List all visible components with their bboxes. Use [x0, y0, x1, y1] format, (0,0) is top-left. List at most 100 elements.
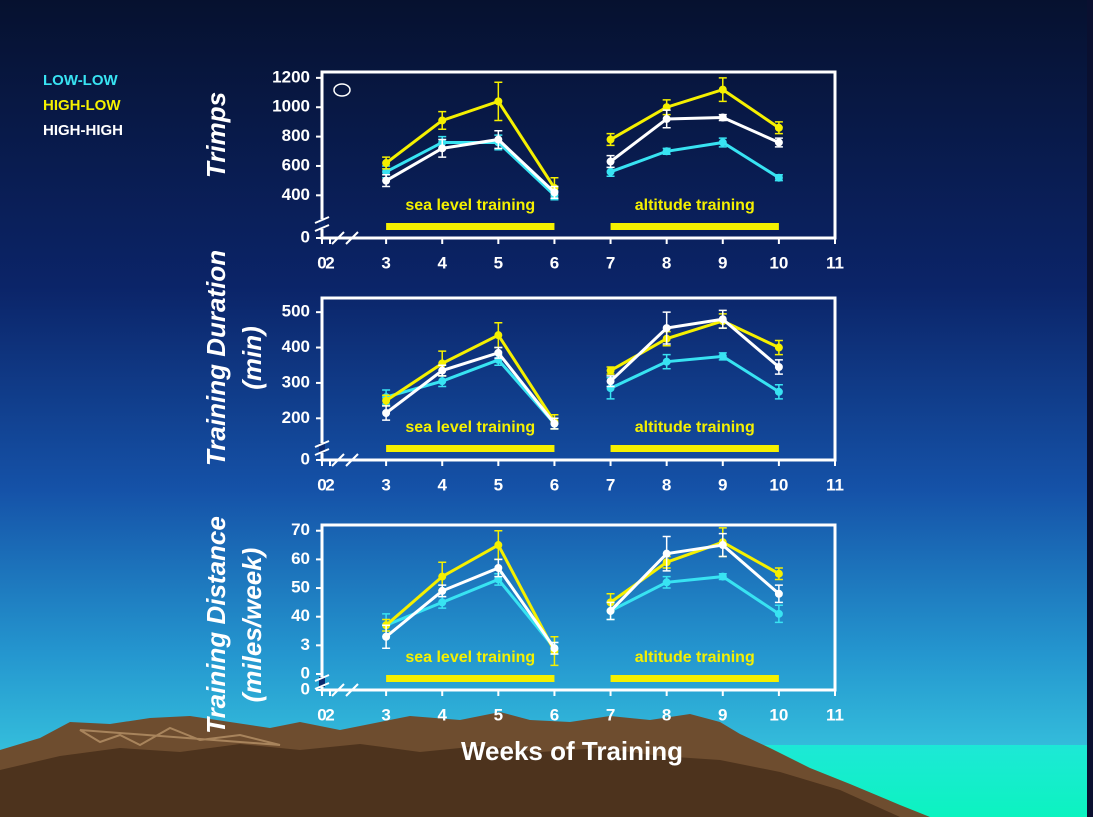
y-tick-label: 600 [282, 155, 310, 174]
annotation: sea level training [405, 419, 535, 436]
y-axis-label: Trimps [201, 92, 231, 178]
data-point [494, 135, 503, 144]
training-bar [386, 445, 555, 452]
x-tick-label: 2 [325, 475, 334, 494]
y-tick-label: 0 [301, 449, 310, 468]
axis-break [314, 216, 330, 224]
x-tick-label: 7 [606, 475, 615, 494]
training-bar [386, 223, 555, 230]
y-axis-label: (min) [237, 326, 267, 390]
x-tick-label: 0 [317, 705, 326, 724]
x-tick-label: 0 [317, 475, 326, 494]
data-point [438, 366, 447, 375]
data-point [718, 113, 727, 122]
axis-break [331, 683, 345, 697]
data-point [774, 387, 783, 396]
x-tick-label: 11 [826, 705, 844, 724]
x-tick-label: 11 [826, 253, 844, 272]
y-tick-label: 200 [282, 408, 310, 427]
x-tick-label: 8 [662, 705, 671, 724]
data-point [774, 569, 783, 578]
y-axis-label: Training Distance [201, 516, 231, 734]
axis-break [314, 448, 330, 456]
data-point [382, 396, 391, 405]
right-edge [1087, 0, 1093, 817]
data-point [438, 586, 447, 595]
data-point [718, 572, 727, 581]
data-point [606, 606, 615, 615]
data-point [774, 589, 783, 598]
axis-break [314, 224, 330, 232]
y-tick-label: 800 [282, 126, 310, 145]
series-line [385, 354, 780, 425]
x-tick-label: 9 [718, 253, 727, 272]
x-tick-label: 7 [606, 253, 615, 272]
series-line [385, 116, 780, 194]
y-tick-label: 400 [282, 185, 310, 204]
legend-entry: LOW-LOW [43, 72, 119, 89]
series-line [385, 317, 780, 425]
data-point [774, 363, 783, 371]
legend-entry: HIGH-HIGH [43, 122, 123, 139]
series-line [385, 543, 780, 650]
data-point [438, 377, 447, 386]
y-tick-label: 50 [291, 578, 310, 597]
x-tick-label: 8 [662, 475, 671, 494]
data-point [662, 549, 671, 558]
data-point [718, 315, 727, 324]
x-tick-label: 5 [494, 253, 503, 272]
data-point [662, 357, 671, 366]
x-tick-label: 6 [550, 705, 559, 724]
x-tick-label: 6 [550, 253, 559, 272]
data-point [382, 159, 391, 168]
data-point [718, 541, 727, 550]
y-tick-label: 0 [301, 227, 310, 246]
data-point [438, 598, 447, 607]
x-tick-label: 11 [826, 475, 844, 494]
data-point [662, 578, 671, 587]
y-axis-label: (miles/week) [237, 548, 267, 703]
data-point [606, 377, 615, 386]
data-point [774, 609, 783, 618]
axis-break-gap [319, 677, 325, 687]
training-bar [610, 445, 779, 452]
x-tick-label: 0 [317, 253, 326, 272]
annotation: altitude training [635, 419, 755, 436]
x-tick-label: 4 [437, 475, 447, 494]
x-tick-label: 9 [718, 705, 727, 724]
x-tick-label: 6 [550, 475, 559, 494]
data-point [494, 331, 503, 340]
axis-break [345, 231, 359, 245]
data-point [494, 563, 503, 572]
circle-mark [333, 83, 351, 97]
data-point [494, 348, 503, 357]
data-point [774, 173, 783, 182]
axis-break [331, 453, 345, 467]
x-tick-label: 3 [381, 475, 390, 494]
x-tick-label: 10 [769, 705, 788, 724]
annotation: sea level training [405, 197, 535, 214]
axis-break [331, 231, 345, 245]
data-point [774, 123, 783, 132]
axis-break-gap [319, 443, 325, 453]
x-tick-label: 10 [769, 253, 788, 272]
x-tick-label: 7 [606, 705, 615, 724]
training-bar [610, 223, 779, 230]
legend-entry: HIGH-LOW [43, 97, 121, 114]
chart: 0 400 600 800 1000 1200 02 3 4 5 6 7 8 9 10 11 Trimps sea… [201, 67, 844, 272]
data-point [550, 419, 559, 428]
mountain-ridge [79, 726, 281, 747]
x-tick-label: 5 [494, 475, 503, 494]
axis-break [345, 453, 359, 467]
y-tick-label: 3 [301, 635, 310, 654]
axis-break [314, 682, 330, 690]
series-line [385, 87, 780, 189]
data-point [438, 572, 447, 581]
data-point [438, 116, 447, 125]
x-tick-label: 3 [381, 705, 390, 724]
data-point [382, 176, 391, 185]
annotation: altitude training [635, 197, 755, 214]
data-point [606, 157, 615, 166]
